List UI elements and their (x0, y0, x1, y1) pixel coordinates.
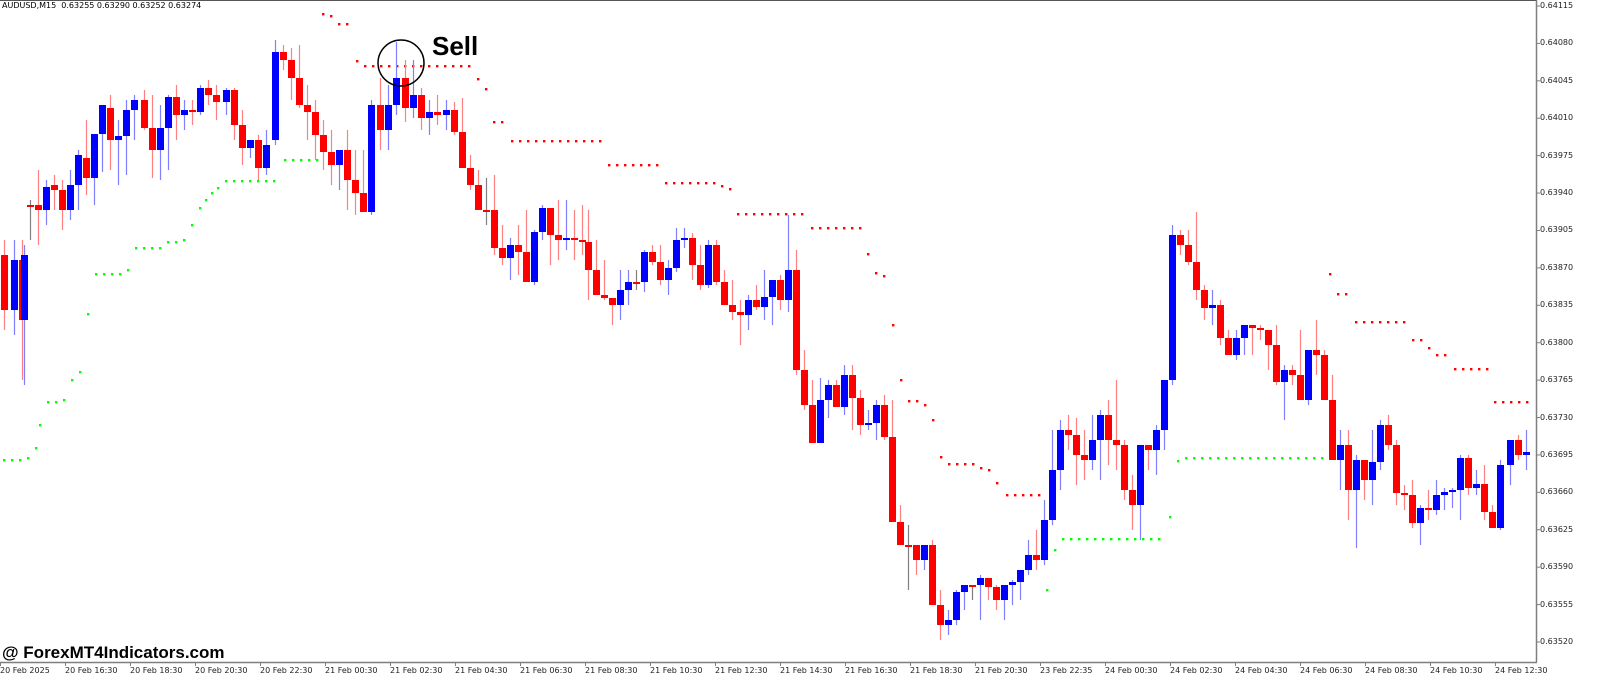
time-tick-label: 21 Feb 16:30 (845, 666, 898, 675)
time-tick-label: 20 Feb 18:30 (130, 666, 183, 675)
price-tick-label: 0.63660 (1540, 487, 1574, 497)
time-tick-label: 21 Feb 06:30 (520, 666, 573, 675)
time-tick-label: 24 Feb 08:30 (1365, 666, 1418, 675)
time-tick-label: 21 Feb 18:30 (910, 666, 963, 675)
time-tick-label: 20 Feb 22:30 (260, 666, 313, 675)
price-tick-label: 0.63695 (1540, 449, 1574, 459)
time-tick-label: 21 Feb 02:30 (390, 666, 443, 675)
price-tick-label: 0.63625 (1540, 524, 1574, 534)
time-tick-label: 21 Feb 14:30 (780, 666, 833, 675)
watermark: @ ForexMT4Indicators.com (2, 643, 225, 662)
price-tick-label: 0.63520 (1540, 637, 1574, 646)
price-tick-label: 0.63870 (1540, 262, 1574, 272)
time-tick-label: 21 Feb 20:30 (975, 666, 1028, 675)
time-tick-label: 21 Feb 08:30 (585, 666, 638, 675)
price-tick-label: 0.64080 (1540, 38, 1574, 48)
price-tick-label: 0.63590 (1540, 562, 1574, 572)
price-tick-label: 0.64045 (1540, 75, 1574, 85)
candlesticks (1, 40, 1530, 640)
time-tick-label: 21 Feb 12:30 (715, 666, 768, 675)
time-tick-label: 20 Feb 2025 (0, 666, 50, 675)
price-tick-label: 0.63975 (1540, 150, 1574, 160)
axes (0, 0, 1540, 666)
price-tick-label: 0.63555 (1540, 599, 1574, 609)
sell-label: Sell (432, 31, 479, 61)
parabolic-sar-dots (3, 13, 1529, 592)
time-tick-label: 24 Feb 12:30 (1495, 666, 1548, 675)
price-tick-label: 0.63940 (1540, 188, 1574, 198)
time-tick-label: 24 Feb 04:30 (1235, 666, 1288, 675)
sell-annotation-circle (377, 39, 425, 87)
time-tick-label: 21 Feb 10:30 (650, 666, 703, 675)
time-tick-label: 23 Feb 22:35 (1040, 666, 1093, 675)
time-tick-label: 21 Feb 04:30 (455, 666, 508, 675)
time-tick-label: 24 Feb 06:30 (1300, 666, 1353, 675)
time-tick-label: 20 Feb 16:30 (65, 666, 118, 675)
price-tick-label: 0.63765 (1540, 375, 1574, 385)
price-tick-label: 0.64010 (1540, 113, 1574, 123)
price-tick-label: 0.63730 (1540, 412, 1574, 422)
time-tick-label: 24 Feb 02:30 (1170, 666, 1223, 675)
time-tick-label: 24 Feb 10:30 (1430, 666, 1483, 675)
price-tick-label: 0.63905 (1540, 225, 1574, 235)
time-tick-label: 21 Feb 00:30 (325, 666, 378, 675)
price-tick-label: 0.64115 (1540, 1, 1574, 10)
time-tick-label: 24 Feb 00:30 (1105, 666, 1158, 675)
symbol-info: AUDUSD,M15 0.63255 0.63290 0.63252 0.632… (2, 1, 202, 10)
price-tick-label: 0.63835 (1540, 300, 1574, 310)
price-tick-label: 0.63800 (1540, 337, 1574, 347)
time-tick-label: 20 Feb 20:30 (195, 666, 248, 675)
